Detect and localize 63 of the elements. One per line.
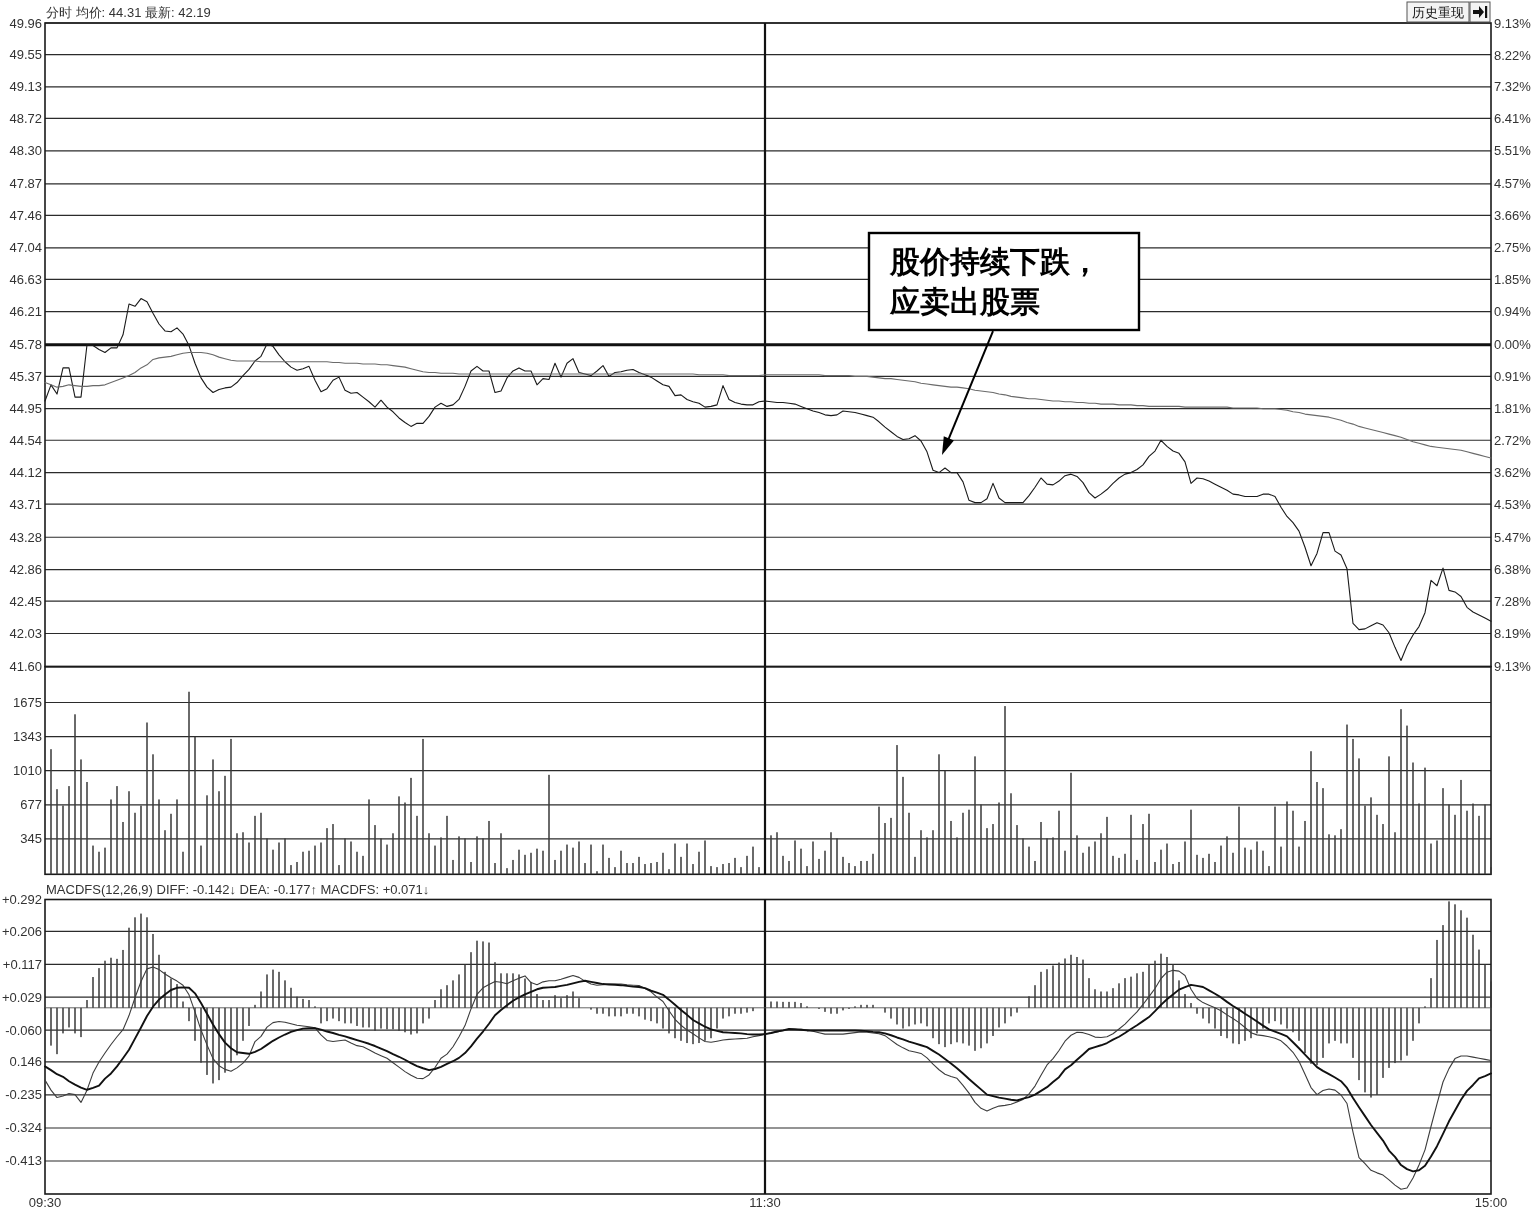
y-tick-label: 45.78 <box>9 337 42 353</box>
y-tick-label: 47.87 <box>9 176 42 192</box>
y-tick-label: -0.235 <box>5 1087 42 1103</box>
y2-tick-label: 3.66% <box>1494 208 1532 224</box>
annotation: 股价持续下跌，应卖出股票 <box>889 245 1100 318</box>
y2-tick-label: 8.22% <box>1494 47 1532 63</box>
y2-tick-label: 1.85% <box>1494 272 1532 288</box>
y-tick-label: 677 <box>20 797 42 813</box>
y2-tick-label: 5.51% <box>1494 143 1532 159</box>
chart-title: MACDFS(12,26,9) DIFF: -0.142↓ DEA: -0.177↑ MACDFS: +0.071↓ <box>46 881 430 897</box>
y-tick-label: 44.95 <box>9 401 42 417</box>
y-tick-label: 42.86 <box>9 562 42 578</box>
y-tick-label: 46.21 <box>9 304 42 320</box>
chart-title: 分时 均价: 44.31 最新: 42.19 <box>46 5 211 20</box>
y2-tick-label: 5.47% <box>1494 530 1532 546</box>
y-tick-label: +0.029 <box>1 989 42 1005</box>
y-tick-label: +0.117 <box>2 956 42 972</box>
y-tick-label: 345 <box>20 831 42 847</box>
y2-tick-label: 6.41% <box>1494 111 1532 127</box>
y-tick-label: 47.46 <box>9 207 42 223</box>
y2-tick-label: 4.53% <box>1494 496 1532 512</box>
y-tick-label: 44.12 <box>9 465 42 481</box>
y2-tick-label: 8.19% <box>1494 625 1532 641</box>
y-tick-label: 48.72 <box>9 110 42 126</box>
y-tick-label: +0.292 <box>1 892 42 907</box>
y-tick-label: 43.71 <box>9 496 42 512</box>
y2-tick-label: 0.00% <box>1494 337 1532 353</box>
x-tick-label: 15:00 <box>1474 1195 1508 1210</box>
y-tick-label: +0.206 <box>1 923 42 939</box>
y-tick-label: 42.03 <box>9 626 42 641</box>
y-tick-label: -0.324 <box>5 1120 42 1136</box>
y-tick-label: 49.55 <box>9 47 42 63</box>
y2-tick-label: 2.75% <box>1494 240 1532 256</box>
y2-tick-label: 6.38% <box>1494 562 1532 578</box>
y-tick-label: 0.146 <box>9 1054 42 1070</box>
y-tick-label: 49.96 <box>9 15 42 31</box>
y2-tick-label: 1.81% <box>1494 401 1532 417</box>
y2-tick-label: 2.72% <box>1494 433 1532 449</box>
y-tick-label: 1675 <box>13 695 42 710</box>
y-tick-label: 1010 <box>13 763 42 779</box>
x-tick-label: 11:30 <box>749 1195 781 1210</box>
y-tick-label: 47.04 <box>9 240 42 256</box>
y2-tick-label: 7.32% <box>1494 79 1532 95</box>
y-tick-label: 43.28 <box>9 529 42 545</box>
text: 历史重现 <box>1412 5 1464 20</box>
y2-tick-label: 3.62% <box>1494 464 1532 480</box>
y2-tick-label: 7.28% <box>1494 593 1532 609</box>
y2-tick-label: 4.57% <box>1494 176 1532 192</box>
y2-tick-label: 9.13% <box>1494 15 1532 31</box>
y-tick-label: -0.060 <box>5 1022 42 1038</box>
y-tick-label: 42.45 <box>9 593 42 609</box>
x-tick-label: 09:30 <box>28 1195 62 1210</box>
y2-tick-label: 0.94% <box>1494 304 1532 320</box>
y2-tick-label: 0.91% <box>1494 369 1532 385</box>
y-tick-label: 49.13 <box>9 79 42 95</box>
y-tick-label: 48.30 <box>9 143 42 159</box>
y2-tick-label: 9.13% <box>1494 659 1532 675</box>
y-tick-label: 41.60 <box>9 659 42 675</box>
y-tick-label: 44.54 <box>9 432 42 448</box>
y-tick-label: 1343 <box>13 729 42 745</box>
y-tick-label: -0.413 <box>5 1153 42 1169</box>
y-tick-label: 45.37 <box>9 368 42 384</box>
y-tick-label: 46.63 <box>9 271 42 287</box>
